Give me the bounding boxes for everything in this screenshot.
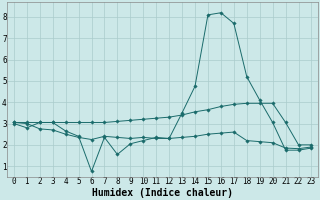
X-axis label: Humidex (Indice chaleur): Humidex (Indice chaleur) — [92, 188, 233, 198]
